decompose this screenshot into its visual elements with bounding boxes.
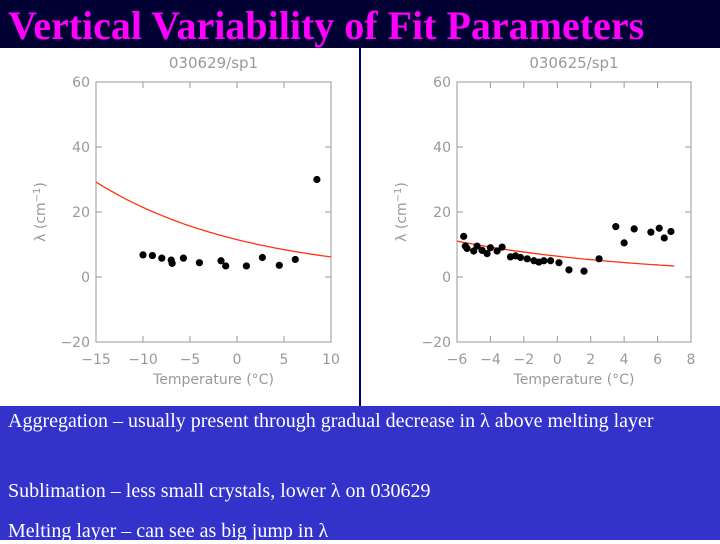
data-point xyxy=(655,224,663,232)
data-point xyxy=(612,223,620,231)
y-tick-label: 40 xyxy=(72,140,90,156)
y-tick-label: 0 xyxy=(442,270,451,286)
bullet-melting: Melting layer – can see as big jump in λ xyxy=(8,520,329,542)
x-axis-label: Temperature (°C) xyxy=(513,372,635,388)
data-point xyxy=(620,239,628,247)
data-point xyxy=(630,225,638,233)
data-point xyxy=(158,254,166,262)
y-tick-label: −20 xyxy=(421,335,451,351)
chart-right: 030625/sp1−6 −4 −2 0 2 4 6 8−200204060Temperatu… xyxy=(393,54,696,388)
data-point xyxy=(222,262,230,270)
x-tick-label: 8 xyxy=(687,352,696,368)
x-tick-label: −15 xyxy=(81,352,111,368)
data-point xyxy=(660,234,668,242)
data-point xyxy=(498,243,506,251)
fit-curve xyxy=(95,181,332,258)
data-point xyxy=(168,259,176,267)
data-point xyxy=(473,242,481,250)
x-tick-label: −4 xyxy=(480,352,501,368)
x-tick-label: −2 xyxy=(514,352,535,368)
x-tick-label: 2 xyxy=(586,352,595,368)
slide-title: Vertical Variability of Fit Parameters xyxy=(8,3,645,48)
data-point xyxy=(242,262,250,270)
data-point xyxy=(463,244,471,252)
x-tick-label: −6 xyxy=(447,352,468,368)
data-point xyxy=(195,259,203,267)
y-tick-label: −20 xyxy=(60,335,90,351)
data-point xyxy=(313,175,321,184)
data-point xyxy=(139,251,147,259)
y-tick-label: 40 xyxy=(433,140,451,156)
bullet-panel: Aggregation – usually present through gr… xyxy=(0,406,720,542)
data-point xyxy=(580,267,588,275)
x-tick-label: 6 xyxy=(653,352,662,368)
y-axis-label: λ (cm−1) xyxy=(393,182,411,242)
plot-divider xyxy=(359,48,361,406)
chart-left: 030629/sp1 −15 −10 −5 0 5 10 −20 0 20 40 60 Temperat… xyxy=(32,54,340,388)
title-bar: Vertical Variability of Fit Parameters xyxy=(0,0,720,48)
x-tick-label: −5 xyxy=(180,352,201,368)
data-point xyxy=(667,227,675,236)
data-point xyxy=(179,254,188,262)
data-point xyxy=(258,253,266,262)
data-point xyxy=(647,228,655,236)
data-point xyxy=(555,259,563,267)
y-axis-label: λ (cm−1) xyxy=(32,182,50,242)
data-point xyxy=(148,251,156,260)
data-point xyxy=(483,250,491,258)
y-tick-label: 20 xyxy=(72,205,90,221)
data-point xyxy=(275,261,283,269)
x-tick-label: 0 xyxy=(553,352,562,368)
plot-frame xyxy=(95,81,332,343)
data-point xyxy=(460,232,468,240)
chart-title: 030625/sp1 xyxy=(529,54,618,72)
y-tick-label: 0 xyxy=(81,270,90,286)
bullet-aggregation: Aggregation – usually present through gr… xyxy=(8,410,654,432)
y-tick-label: 20 xyxy=(433,205,451,221)
data-point xyxy=(540,257,548,265)
data-point xyxy=(565,266,573,274)
x-tick-label: 0 xyxy=(233,352,242,368)
x-tick-label: 4 xyxy=(620,352,629,368)
data-point xyxy=(217,257,225,265)
data-point xyxy=(523,255,531,263)
plot-frame xyxy=(456,81,692,343)
y-tick-label: 60 xyxy=(433,75,451,91)
data-point xyxy=(291,255,299,264)
x-tick-label: −10 xyxy=(128,352,158,368)
data-point xyxy=(486,244,495,252)
data-point xyxy=(595,255,603,263)
x-tick-label: 5 xyxy=(280,352,289,368)
chart-title: 030629/sp1 xyxy=(169,54,258,72)
x-axis-label: Temperature (°C) xyxy=(152,372,274,388)
x-tick-label: 10 xyxy=(322,352,340,368)
data-point xyxy=(493,247,501,255)
data-point xyxy=(547,257,555,265)
y-tick-label: 60 xyxy=(72,75,90,91)
bullet-sublimation: Sublimation – less small crystals, lower… xyxy=(8,480,431,502)
data-point xyxy=(516,253,525,262)
